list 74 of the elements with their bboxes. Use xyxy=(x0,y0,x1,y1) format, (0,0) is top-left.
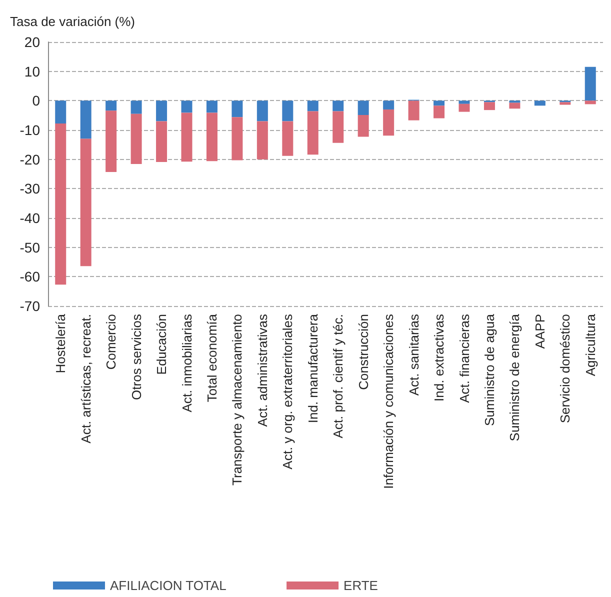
bar xyxy=(181,100,192,113)
bar xyxy=(256,100,268,122)
bar xyxy=(232,100,243,118)
bar xyxy=(560,102,571,105)
y-axis-title: Tasa de variación (%) xyxy=(10,14,135,29)
x-tick-label: Act. administrativas xyxy=(254,314,270,427)
bar xyxy=(307,111,318,155)
bar xyxy=(358,100,369,116)
x-tick-label: Ind. manufacturera xyxy=(305,313,320,424)
x-tick-label: Educación xyxy=(154,314,170,375)
bar xyxy=(307,100,318,112)
x-tick-label: Act. prof. cientif y téc. xyxy=(330,314,346,438)
bar xyxy=(206,100,218,113)
x-tick-label: Act. artísticas, recreat. xyxy=(78,314,94,444)
bar xyxy=(358,115,369,137)
x-tick-label: Construcción xyxy=(356,314,371,390)
bar xyxy=(434,106,445,118)
y-tick-label: -60 xyxy=(20,268,40,285)
x-tick-label: AAPP xyxy=(532,314,548,349)
bar xyxy=(332,111,344,143)
x-tick-label: Agricultura xyxy=(582,313,598,376)
bar xyxy=(181,112,192,162)
bar xyxy=(534,100,546,106)
bar xyxy=(383,109,394,136)
bar xyxy=(458,104,470,112)
x-tick-label: Transporte y almacenamiento xyxy=(230,314,245,486)
bar xyxy=(484,102,495,110)
x-tick-label: Otros servicios xyxy=(128,314,144,400)
bar xyxy=(332,100,344,112)
x-tick-label: Act. inmobiliarias xyxy=(179,314,194,412)
bar xyxy=(80,138,92,266)
legend-label: AFILIACION TOTAL xyxy=(110,578,226,593)
bar xyxy=(130,114,142,164)
bar xyxy=(106,110,117,172)
bar xyxy=(80,100,92,139)
bar xyxy=(458,100,470,104)
x-tick-label: Ind. extractivas xyxy=(432,314,447,402)
x-tick-label: Total economía xyxy=(204,313,220,402)
bar xyxy=(106,100,117,111)
bar xyxy=(256,121,268,160)
bar xyxy=(206,112,218,162)
bar xyxy=(282,121,294,156)
y-tick-label: 10 xyxy=(24,63,40,80)
legend-label: ERTE xyxy=(344,578,378,593)
bar xyxy=(282,100,294,122)
x-tick-label: Hostelería xyxy=(53,313,68,374)
y-tick-label: -40 xyxy=(20,210,40,226)
y-tick-label: -10 xyxy=(20,122,40,138)
bar xyxy=(156,100,168,122)
x-tick-label: Act. sanitarias xyxy=(406,314,422,396)
bar xyxy=(509,102,520,109)
y-tick-label: 20 xyxy=(24,34,40,50)
y-tick-label: -20 xyxy=(20,151,40,168)
bar xyxy=(156,121,168,162)
bar xyxy=(383,100,394,110)
bar xyxy=(584,66,596,101)
bar xyxy=(408,100,420,120)
y-tick-label: 0 xyxy=(32,92,40,109)
x-tick-label: Suministro de energía xyxy=(507,313,522,442)
y-tick-label: -70 xyxy=(20,298,40,314)
bar xyxy=(130,100,142,114)
x-tick-label: Suministro de agua xyxy=(482,313,497,426)
x-tick-label: Act. y org. extraterritoriales xyxy=(280,314,296,470)
y-tick-label: -50 xyxy=(20,239,40,256)
bar xyxy=(55,100,66,124)
bar xyxy=(434,100,445,106)
x-tick-label: Act. financieras xyxy=(456,314,472,403)
x-tick-label: Información y comunicaciones xyxy=(381,314,396,489)
x-tick-label: Servicio doméstico xyxy=(558,314,573,424)
bar xyxy=(55,124,66,285)
x-tick-label: Comercio xyxy=(104,314,119,370)
bar xyxy=(584,100,596,104)
y-tick-label: -30 xyxy=(20,180,40,197)
bar xyxy=(232,117,243,160)
